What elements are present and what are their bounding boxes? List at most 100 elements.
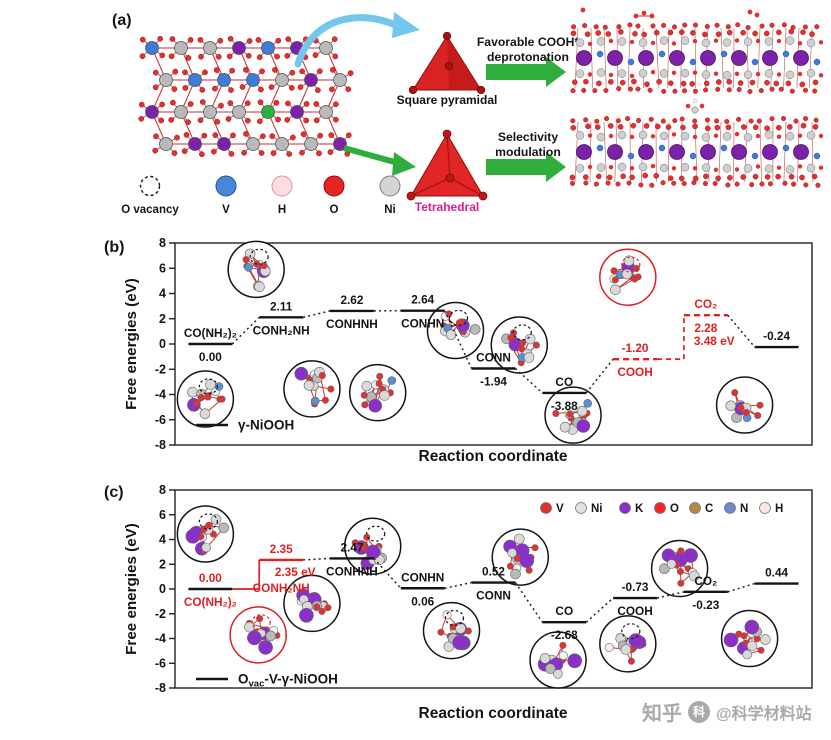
o-atom	[218, 102, 224, 109]
o-atom	[256, 54, 263, 61]
atom	[740, 632, 748, 640]
metal-atom	[333, 73, 347, 87]
slab-bond	[694, 121, 698, 183]
atom	[258, 640, 273, 655]
tetrahedral-edge	[446, 133, 451, 179]
atom	[242, 256, 250, 264]
atom	[666, 559, 677, 569]
atom	[321, 396, 329, 404]
y-tick-label: 2	[159, 557, 166, 571]
o-atom	[183, 132, 190, 138]
deprotonation-label: deprotonation	[487, 50, 569, 64]
ni-atom	[722, 132, 732, 141]
atom	[567, 653, 583, 669]
o-atom	[644, 81, 650, 87]
atom	[210, 514, 222, 525]
o-atom	[740, 174, 747, 180]
o-atom	[734, 181, 740, 187]
o-atom	[629, 39, 635, 45]
o-atom	[818, 165, 824, 170]
o-atom	[809, 31, 815, 37]
o-atom	[814, 24, 820, 30]
ni-atom	[743, 70, 753, 80]
o-atom	[667, 29, 674, 36]
y-axis-title: Free energies (eV)	[123, 278, 140, 410]
atom	[199, 408, 211, 419]
atom	[742, 649, 753, 660]
y-tick-label: -2	[155, 362, 166, 376]
x-axis-title: Reaction coordinate	[419, 705, 568, 722]
ni-atom	[638, 69, 648, 78]
o-atom	[139, 53, 146, 60]
metal-atom	[275, 137, 289, 151]
v-atom	[762, 50, 778, 66]
o-atom	[286, 151, 293, 157]
o-atom	[615, 118, 621, 124]
o-atom	[749, 79, 756, 86]
atom-legend-label: Ni	[591, 503, 603, 515]
connector-line	[585, 358, 614, 394]
o-atom	[583, 78, 589, 85]
dopant-atom	[689, 58, 697, 66]
metal-atom	[333, 137, 347, 151]
connector-line	[231, 316, 260, 345]
energy-value-label: -1.94	[480, 374, 507, 388]
o-atom	[608, 133, 614, 139]
o-atom	[752, 173, 759, 180]
o-atom	[594, 118, 600, 124]
o-atom	[682, 88, 688, 94]
ni-atom	[722, 71, 732, 80]
atom	[205, 521, 213, 529]
o-atom	[245, 117, 251, 124]
species-label: CO(NH₂)₂	[184, 595, 237, 609]
o-atom	[608, 72, 614, 78]
energy-value-label: 2.64	[411, 293, 434, 307]
ni-atom	[575, 164, 585, 173]
o-atom	[583, 180, 589, 186]
o-atom	[752, 124, 759, 131]
o-atom	[812, 88, 818, 94]
energy-value-label: 0.52	[482, 565, 505, 579]
species-label: CO₂	[694, 574, 717, 588]
o-atom	[152, 84, 159, 91]
atom	[623, 255, 635, 267]
watermark-handle: @科学材料站	[716, 705, 812, 723]
v-legend-icon	[215, 175, 237, 197]
o-atom	[212, 132, 219, 138]
o-atom	[726, 29, 733, 36]
o-atom	[789, 88, 795, 94]
atom	[201, 542, 211, 553]
o-atom	[608, 165, 614, 170]
slab-structure	[570, 22, 824, 94]
atom	[677, 547, 685, 555]
o-atom	[797, 41, 803, 46]
energy-value-label: 0.00	[199, 571, 222, 585]
o-atom	[569, 174, 576, 181]
atom	[610, 284, 621, 296]
ni-atom	[806, 38, 816, 48]
o-atom	[788, 28, 795, 35]
ni-atom	[743, 133, 753, 142]
o-atom	[671, 41, 677, 46]
o-atom	[185, 119, 191, 125]
atom	[744, 619, 760, 635]
o-atom	[618, 29, 624, 35]
o-atom	[741, 124, 747, 130]
o-atom	[745, 25, 751, 31]
o-atom	[671, 166, 677, 171]
adsorbate-atom	[692, 98, 698, 104]
atom	[452, 635, 467, 650]
o-atom	[734, 131, 740, 137]
atom	[519, 339, 527, 347]
atom	[746, 640, 758, 652]
dopant-atom	[720, 144, 728, 152]
o-atom	[803, 116, 809, 122]
tetrahedral-edge	[410, 177, 451, 197]
o-atom	[570, 125, 577, 131]
o-atom	[647, 87, 653, 93]
metal-atom	[188, 137, 202, 151]
atom	[760, 634, 771, 645]
dopant-atom	[658, 144, 666, 152]
o-atom	[692, 166, 698, 171]
